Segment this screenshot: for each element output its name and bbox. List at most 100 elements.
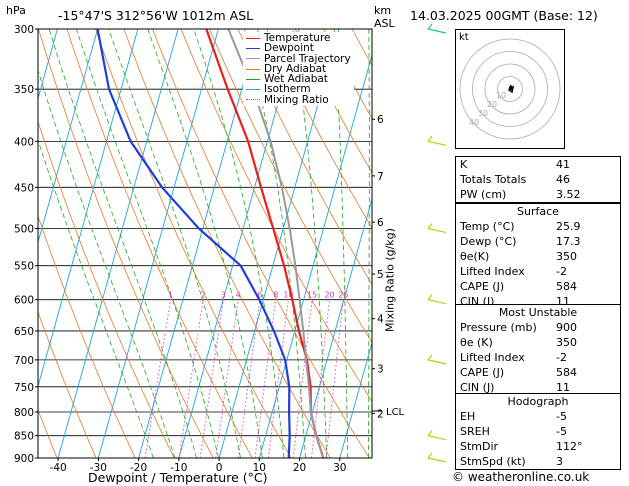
- row-value: 25.9: [556, 220, 581, 233]
- hodograph-storm-marker: [509, 86, 513, 90]
- dry-adiabat-line: [95, 29, 292, 458]
- series-parcel-trajectory-line: [227, 29, 325, 458]
- plot-frame: [37, 28, 373, 459]
- pressure-tick-label: 400: [14, 136, 34, 148]
- mixing-ratio-label: 4: [236, 291, 241, 300]
- pw-value: 3.52: [556, 188, 581, 201]
- row-label: StmSpd (kt): [460, 455, 526, 468]
- pressure-tick-label: 800: [14, 407, 34, 419]
- row-value: 350: [556, 250, 577, 263]
- legend-item-isotherm: Isotherm: [246, 84, 351, 95]
- mixing-ratio-line: [254, 299, 277, 458]
- isotherm-line: [38, 29, 99, 244]
- table-row: Lifted Index -2: [456, 350, 620, 365]
- legend-item-wet-adiabat: Wet Adiabat: [246, 74, 351, 85]
- row-label: Lifted Index: [460, 265, 525, 278]
- mixing-ratio-label: 3: [221, 291, 226, 300]
- mixing-ratio-label: 15: [307, 291, 317, 300]
- hodograph-ring-label: 30: [478, 109, 488, 118]
- km-tick-label: 3: [377, 364, 384, 376]
- mixing-ratio-label: 1: [168, 291, 173, 300]
- credit-text: © weatheronline.co.uk: [452, 470, 590, 484]
- wet-adiabat-line: [333, 29, 349, 458]
- dry-adiabat-line: [123, 29, 331, 458]
- wind-barb: [427, 140, 447, 146]
- wind-barb: [427, 28, 447, 34]
- temperature-tick-label: -20: [130, 462, 147, 474]
- wind-barb-flag: [427, 294, 433, 301]
- row-value: -5: [556, 410, 567, 423]
- km-tick-label: 5: [377, 269, 384, 281]
- hodograph-ring: [484, 63, 536, 115]
- series-dewpoint-line: [96, 29, 291, 458]
- wet-adiabat-line: [368, 29, 370, 458]
- table-row: SREH -5: [456, 424, 620, 439]
- totals-value: 46: [556, 173, 570, 186]
- wind-barb: [427, 227, 447, 234]
- wind-barb-flag: [427, 452, 433, 459]
- isotherm-line: [258, 53, 372, 458]
- row-label: SREH: [460, 425, 490, 438]
- legend-swatch: [246, 68, 260, 70]
- pressure-tick-label: 900: [14, 453, 34, 465]
- row-label: CAPE (J): [460, 366, 505, 379]
- mixing-ratio-line: [237, 299, 261, 458]
- k-index-value: 41: [556, 158, 570, 171]
- legend-swatch: [246, 47, 260, 49]
- wind-barb-flag: [427, 135, 433, 142]
- legend-item-dewpoint: Dewpoint: [246, 43, 351, 54]
- temperature-tick-label: 10: [253, 462, 266, 474]
- dry-adiabat-line: [209, 29, 372, 344]
- legend-swatch: [246, 78, 260, 80]
- row-value: -5: [556, 425, 567, 438]
- mixing-ratio-line: [178, 299, 204, 458]
- mixing-ratio-line: [144, 299, 172, 458]
- indices-table: K 41 Totals Totals 46 PW (cm) 3.52: [455, 156, 621, 203]
- row-value: -2: [556, 265, 567, 278]
- hodograph-table: Hodograph EH -5 SREH -5 StmDir 112° StmSpd (kt…: [455, 393, 621, 470]
- legend-swatch: [246, 89, 260, 91]
- row-value: 17.3: [556, 235, 581, 248]
- pressure-tick-label: 300: [14, 24, 34, 36]
- pressure-tick-label: 850: [14, 431, 34, 443]
- dry-adiabat-line: [237, 29, 372, 286]
- temperature-tick-label: 20: [293, 462, 306, 474]
- row-label: StmDir: [460, 440, 499, 453]
- legend-swatch: [246, 99, 260, 101]
- pressure-tick-label: 700: [14, 355, 34, 367]
- table-row: CIN (J) 11: [456, 380, 620, 395]
- wet-adiabat-line: [193, 29, 285, 458]
- km-tick-label: 6: [377, 217, 384, 229]
- temperature-tick-label: -30: [90, 462, 107, 474]
- lcl-label: LCL: [386, 407, 405, 418]
- mixing-ratio-axis-label: Mixing Ratio (g/kg): [383, 228, 397, 332]
- row-value: 350: [556, 336, 577, 349]
- wind-barb: [427, 299, 447, 305]
- hodograph-table-title: Hodograph: [507, 395, 569, 408]
- chart-legend: Temperature Dewpoint Parcel Trajectory D…: [243, 32, 354, 107]
- datetime-title: 14.03.2025 00GMT (Base: 12): [410, 8, 598, 23]
- wind-barb-flag: [427, 223, 433, 229]
- row-value: 900: [556, 321, 577, 334]
- dry-adiabat-line: [180, 29, 372, 403]
- table-row: CAPE (J) 584: [456, 279, 620, 294]
- hodograph-ring: [459, 38, 561, 140]
- table-row: CAPE (J) 584: [456, 365, 620, 380]
- hodograph-ring-label: 40: [469, 118, 479, 127]
- row-value: 112°: [556, 440, 583, 453]
- wind-barb: [427, 435, 447, 441]
- row-value: 11: [556, 381, 570, 394]
- dry-adiabat-line: [294, 29, 372, 174]
- dry-adiabat-line: [152, 29, 370, 458]
- wet-adiabat-line: [108, 29, 241, 458]
- most-unstable-table: Most Unstable Pressure (mb) 900 θe (K) 350 L…: [455, 304, 621, 396]
- k-index-label: K: [460, 158, 468, 171]
- pressure-tick-label: 600: [14, 295, 34, 307]
- surface-table: Surface Temp (°C) 25.9 Dewp (°C) 17.3 θe(K) 3…: [455, 203, 621, 310]
- isotherm-line: [138, 29, 260, 458]
- dry-adiabat-line: [38, 408, 58, 458]
- hodograph-ring-label: 10: [496, 91, 506, 100]
- totals-row: Totals Totals 46: [456, 172, 620, 187]
- surface-title: Surface: [517, 205, 559, 218]
